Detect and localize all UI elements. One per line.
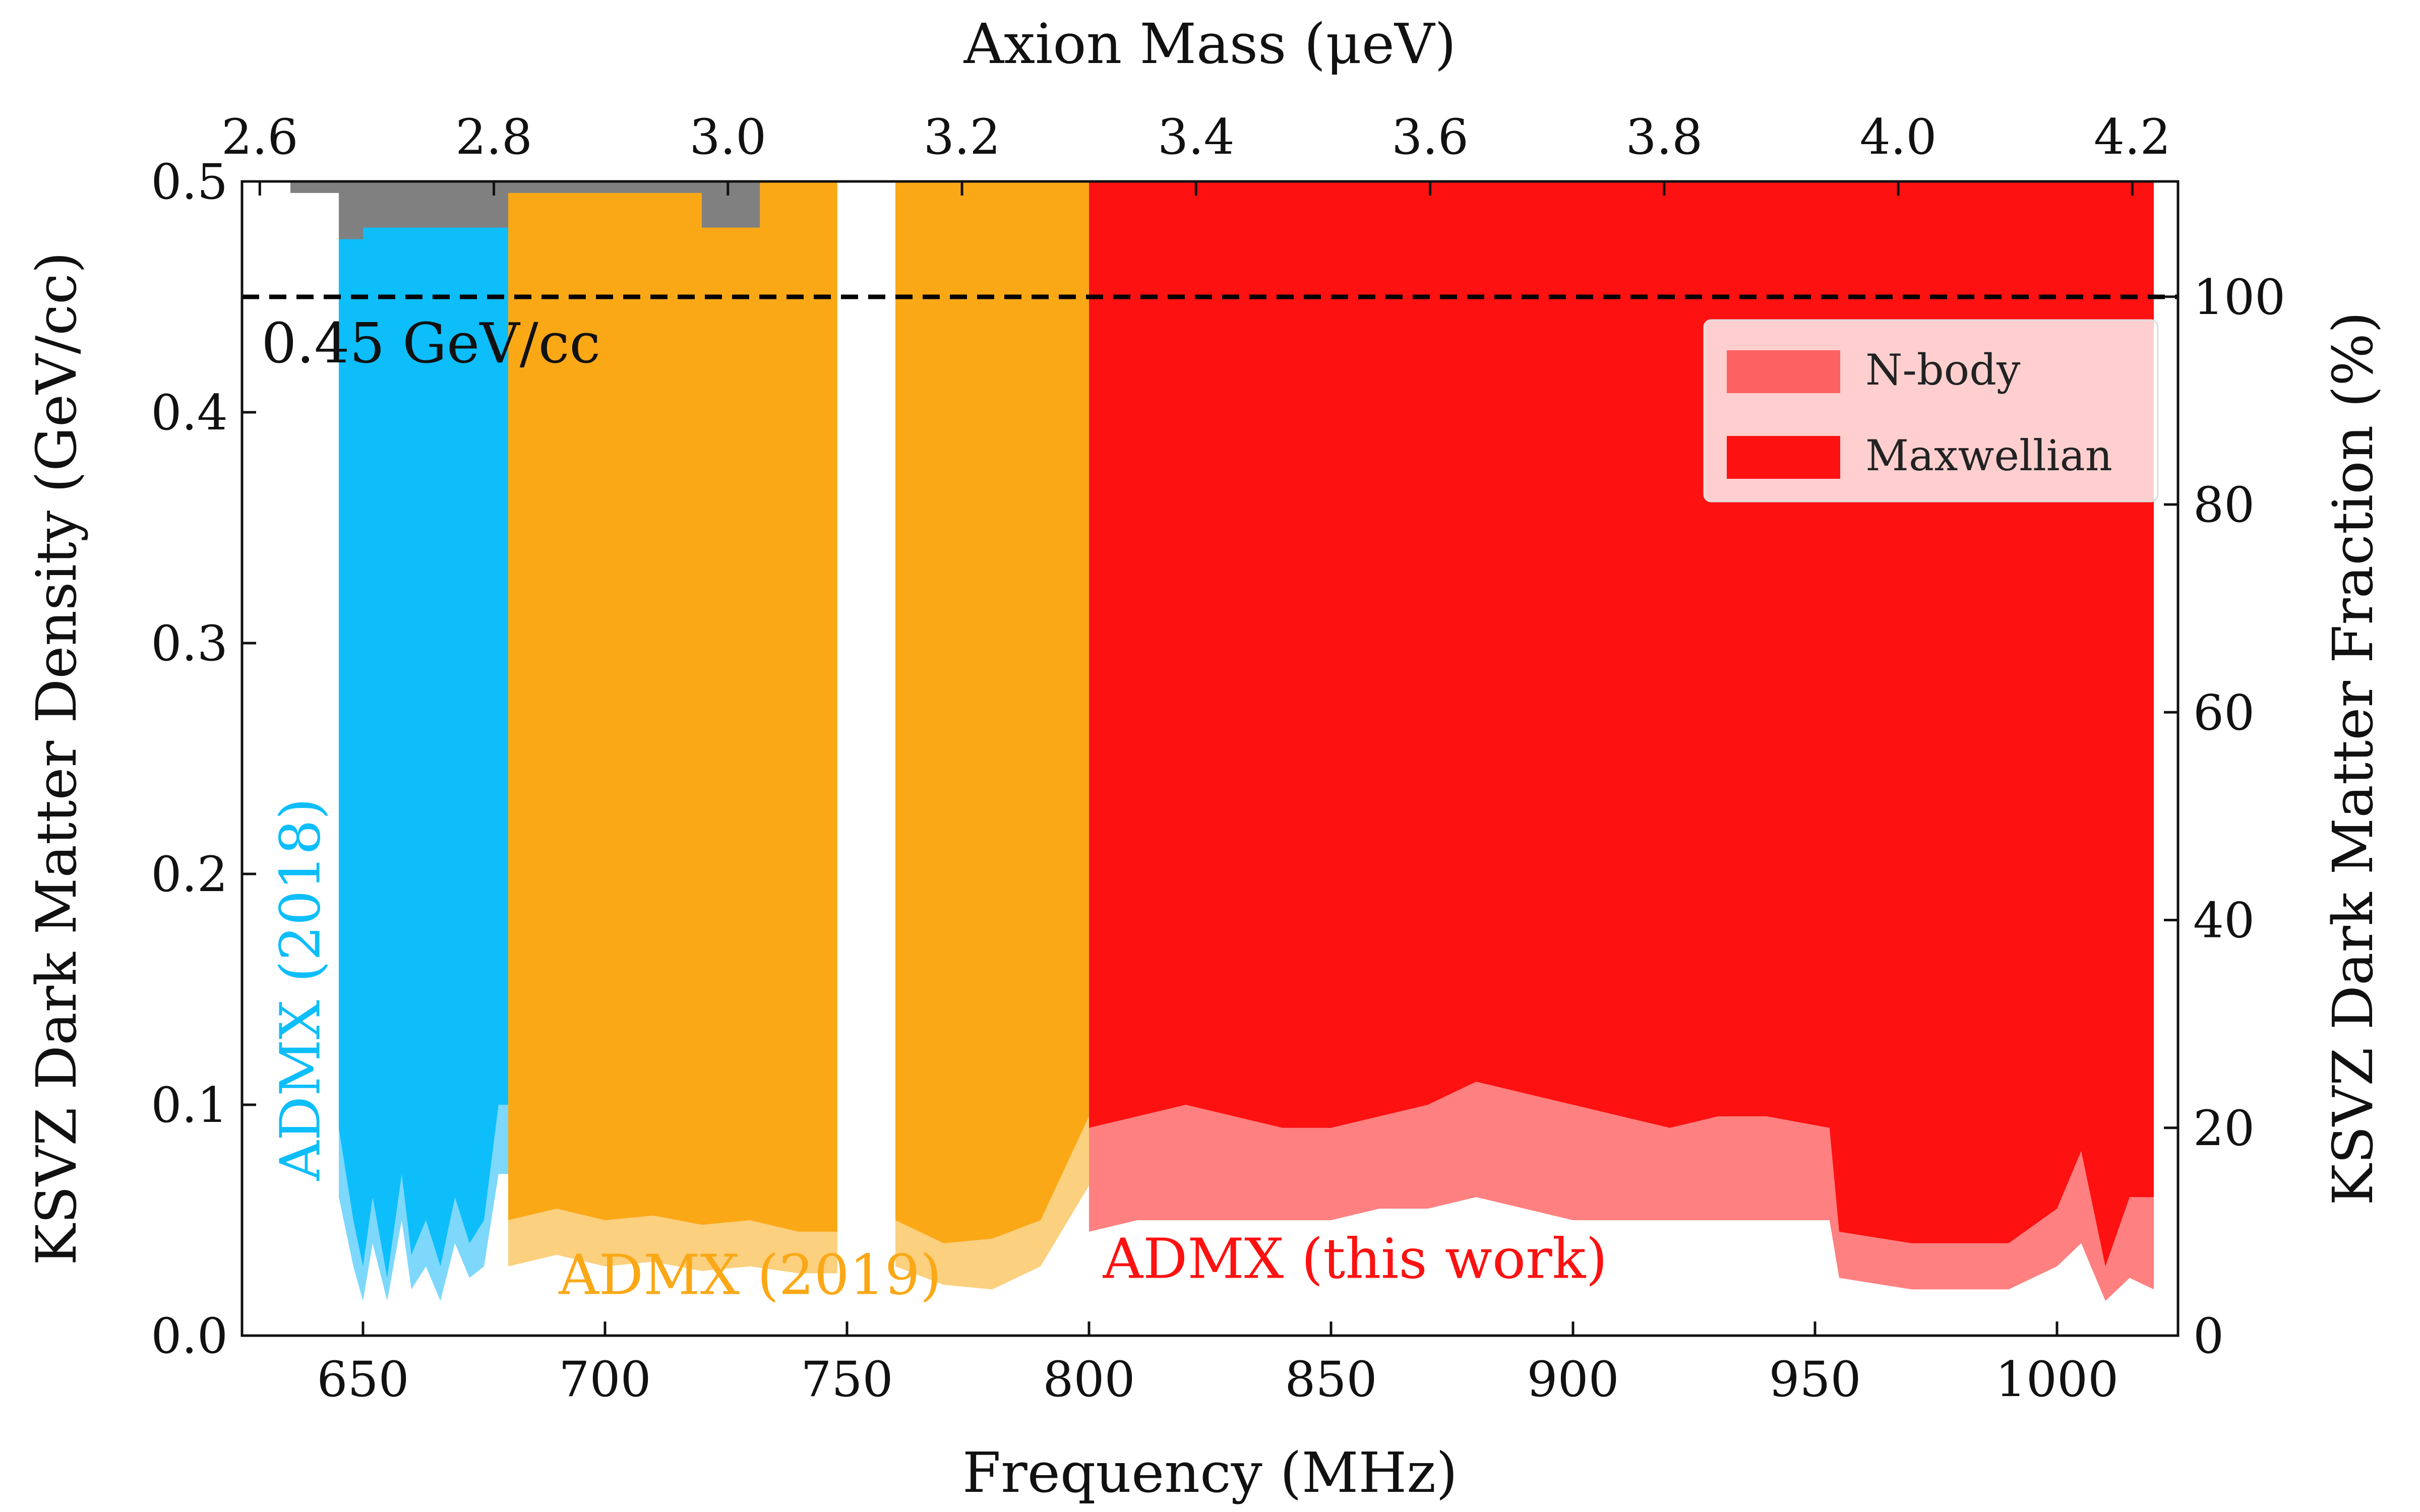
x-tick-label: 850 [1285, 1351, 1377, 1408]
legend-label-n-body: N-body [1865, 345, 2021, 395]
series-admx-2019-maxwellian-1 [895, 181, 1089, 1243]
legend-swatch-maxwellian [1727, 436, 1840, 479]
annotation-admx-2019: ADMX (2019) [558, 1243, 941, 1307]
y-tick-label: 0.3 [151, 615, 228, 672]
series-admx-2018-maxwellian-0 [339, 181, 508, 1278]
top-tick-label: 3.2 [924, 109, 1001, 165]
top-tick-label: 3.0 [689, 109, 766, 165]
x-tick-label: 750 [801, 1351, 893, 1408]
x-tick-label: 700 [559, 1351, 651, 1408]
top-tick-label: 3.6 [1392, 109, 1469, 165]
annotation-admx-this-work: ADMX (this work) [1103, 1227, 1608, 1291]
x-tick-label: 950 [1769, 1351, 1861, 1408]
y2-tick-label: 40 [2193, 893, 2255, 949]
y2-axis-title: KSVZ Dark Matter Fraction (%) [2321, 311, 2385, 1205]
x-axis-title: Frequency (MHz) [962, 1440, 1458, 1505]
series-admx-2019-maxwellian-0 [508, 181, 837, 1232]
top-tick-label: 4.2 [2094, 109, 2171, 165]
top-tick-label: 4.0 [1860, 109, 1937, 165]
reference-label: 0.45 GeV/cc [261, 311, 600, 375]
y2-tick-label: 0 [2193, 1308, 2224, 1364]
legend: N-body Maxwellian [1703, 319, 2159, 502]
y-axis-title: KSVZ Dark Matter Density (GeV/cc) [24, 251, 89, 1265]
legend-label-maxwellian: Maxwellian [1865, 431, 2112, 480]
y-tick-label: 0.4 [151, 385, 228, 441]
plot-frame [240, 180, 2180, 1337]
series-prior-exclusion [290, 181, 760, 239]
x-tick-label: 800 [1043, 1351, 1135, 1408]
y2-tick-label: 80 [2193, 477, 2255, 533]
y-tick-label: 0.0 [151, 1308, 228, 1364]
y-tick-label: 0.1 [151, 1077, 228, 1133]
tick-layer: 650 700 750 800 850 900 950 10000.00.10.20.30.4… [151, 109, 2285, 1408]
top-tick-label: 3.4 [1158, 109, 1235, 165]
x-tick-label: 650 [317, 1351, 409, 1408]
x-tick-label: 900 [1527, 1351, 1619, 1408]
top-tick-label: 3.8 [1625, 109, 1703, 165]
label-layer: ADMX (2018) ADMX (2019) ADMX (this work) [268, 798, 1608, 1307]
y2-tick-label: 20 [2193, 1100, 2255, 1157]
y2-tick-label: 60 [2193, 684, 2255, 741]
legend-swatch-n-body [1727, 350, 1840, 393]
top-tick-label: 2.6 [221, 109, 298, 165]
y-tick-label: 0.5 [151, 154, 228, 210]
top-axis-title: Axion Mass (μeV) [963, 12, 1457, 76]
reference-layer: 0.45 GeV/cc [242, 294, 2178, 375]
annotation-admx-2018: ADMX (2018) [268, 798, 333, 1181]
plot-border [240, 180, 2180, 1337]
x-tick-label: 1000 [1995, 1351, 2119, 1408]
y-tick-label: 0.2 [151, 846, 228, 903]
top-tick-label: 2.8 [455, 109, 532, 165]
y2-tick-label: 100 [2193, 269, 2285, 326]
